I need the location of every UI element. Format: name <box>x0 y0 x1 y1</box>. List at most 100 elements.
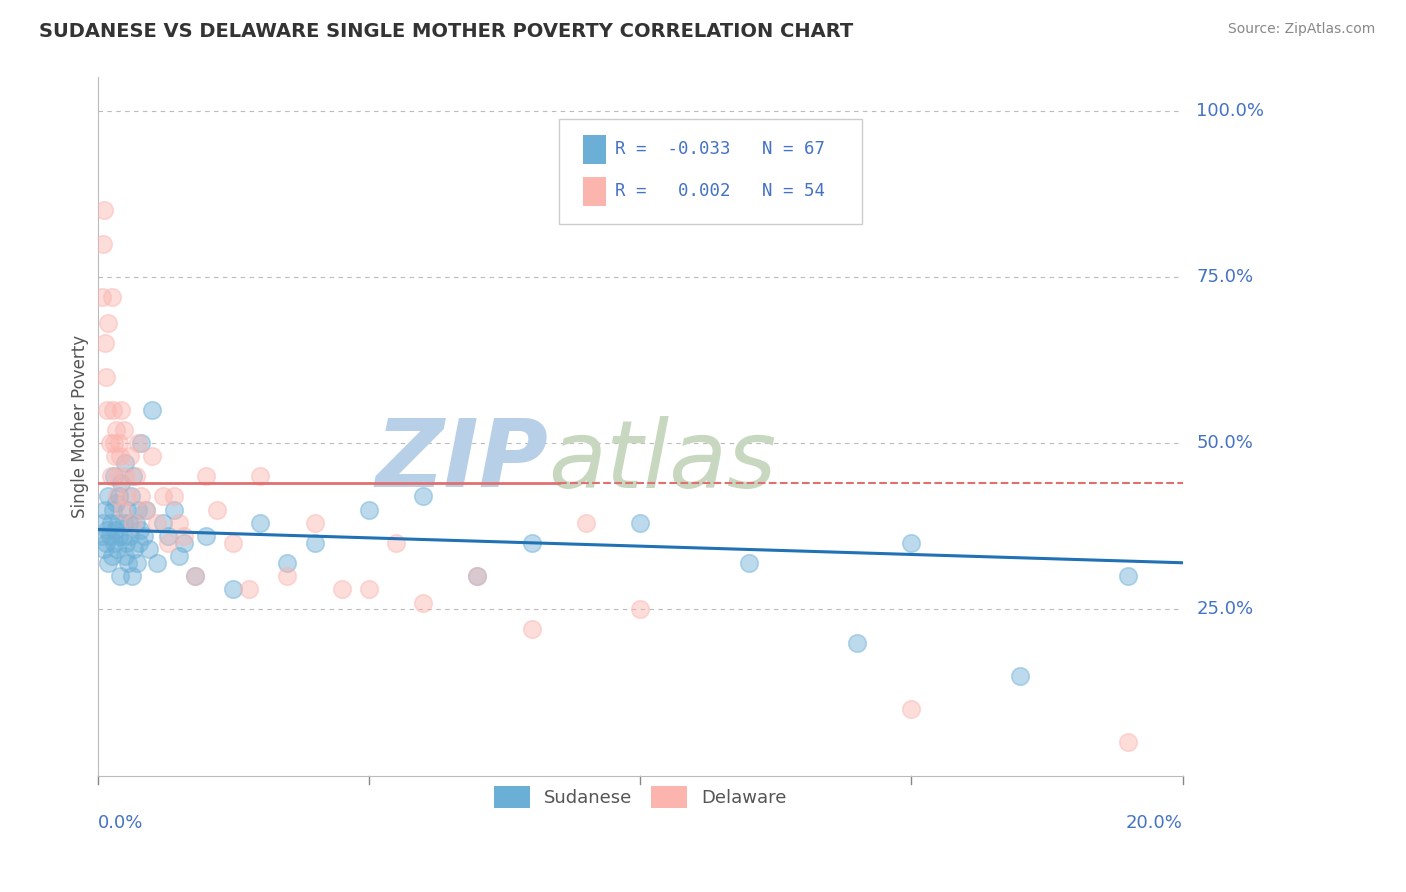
Point <box>117 489 139 503</box>
Point <box>276 569 298 583</box>
Point <box>412 596 434 610</box>
Point <box>357 582 380 597</box>
Point <box>94 336 117 351</box>
Point <box>157 529 180 543</box>
Point <box>110 569 132 583</box>
Point <box>117 556 139 570</box>
Point <box>100 469 122 483</box>
Point <box>96 402 118 417</box>
Point <box>141 450 163 464</box>
Point <box>124 469 146 483</box>
Y-axis label: Single Mother Poverty: Single Mother Poverty <box>72 334 89 518</box>
Point <box>101 402 124 417</box>
Point <box>222 536 245 550</box>
Point <box>121 569 143 583</box>
Point <box>465 569 488 583</box>
Point <box>107 516 129 530</box>
Point <box>1008 669 1031 683</box>
Point <box>114 469 136 483</box>
Point <box>108 529 131 543</box>
FancyBboxPatch shape <box>558 120 862 224</box>
Point <box>222 582 245 597</box>
Point <box>114 536 136 550</box>
Point <box>129 489 152 503</box>
Point <box>111 502 134 516</box>
Point <box>90 529 112 543</box>
Point <box>127 436 149 450</box>
Text: atlas: atlas <box>548 416 776 507</box>
Point <box>1118 569 1140 583</box>
Point <box>114 456 136 470</box>
Point <box>107 469 129 483</box>
Point <box>111 529 134 543</box>
Point <box>108 489 131 503</box>
Point <box>93 542 115 557</box>
Point <box>167 516 190 530</box>
Point <box>97 317 120 331</box>
Text: R =  -0.033   N = 67: R = -0.033 N = 67 <box>614 140 825 159</box>
Point <box>105 542 128 557</box>
Point <box>114 549 136 563</box>
Point <box>141 402 163 417</box>
Point <box>90 290 112 304</box>
Point <box>122 469 145 483</box>
Point <box>129 436 152 450</box>
Point <box>112 516 135 530</box>
Point <box>124 516 146 530</box>
Point <box>125 556 148 570</box>
Point <box>575 516 598 530</box>
Point <box>105 423 128 437</box>
Point <box>97 489 120 503</box>
Point <box>96 369 118 384</box>
Point <box>118 516 141 530</box>
Point <box>304 536 326 550</box>
Point <box>900 536 922 550</box>
Point <box>157 536 180 550</box>
Text: ZIP: ZIP <box>375 416 548 508</box>
Point <box>100 290 122 304</box>
Point <box>110 402 132 417</box>
Point <box>465 569 488 583</box>
Legend: Sudanese, Delaware: Sudanese, Delaware <box>486 779 794 815</box>
Point <box>101 502 124 516</box>
Point <box>412 489 434 503</box>
Point <box>98 436 121 450</box>
Point <box>1118 735 1140 749</box>
Point <box>121 516 143 530</box>
Point <box>103 469 125 483</box>
Point <box>167 549 190 563</box>
Point <box>135 502 157 516</box>
Point <box>135 502 157 516</box>
Text: 100.0%: 100.0% <box>1197 102 1264 120</box>
Point <box>127 502 149 516</box>
Point <box>238 582 260 597</box>
Point <box>97 556 120 570</box>
Point <box>110 475 132 490</box>
Point <box>195 469 218 483</box>
Point <box>195 529 218 543</box>
Point <box>205 502 228 516</box>
FancyBboxPatch shape <box>582 135 606 164</box>
Point <box>120 450 142 464</box>
Point <box>104 450 127 464</box>
Point <box>184 569 207 583</box>
Point <box>94 502 117 516</box>
Point <box>105 489 128 503</box>
Point <box>173 536 195 550</box>
Point <box>108 436 131 450</box>
Text: 20.0%: 20.0% <box>1126 814 1182 832</box>
Point <box>520 536 543 550</box>
Point <box>737 556 759 570</box>
Point <box>162 502 184 516</box>
Point <box>173 529 195 543</box>
Point <box>124 542 146 557</box>
Text: 0.0%: 0.0% <box>97 814 143 832</box>
Text: R =   0.002   N = 54: R = 0.002 N = 54 <box>614 182 825 200</box>
Point <box>385 536 408 550</box>
Point <box>115 502 138 516</box>
Point <box>132 529 155 543</box>
Point <box>152 489 174 503</box>
Point <box>91 236 114 251</box>
Text: SUDANESE VS DELAWARE SINGLE MOTHER POVERTY CORRELATION CHART: SUDANESE VS DELAWARE SINGLE MOTHER POVER… <box>39 22 853 41</box>
Point <box>98 529 121 543</box>
